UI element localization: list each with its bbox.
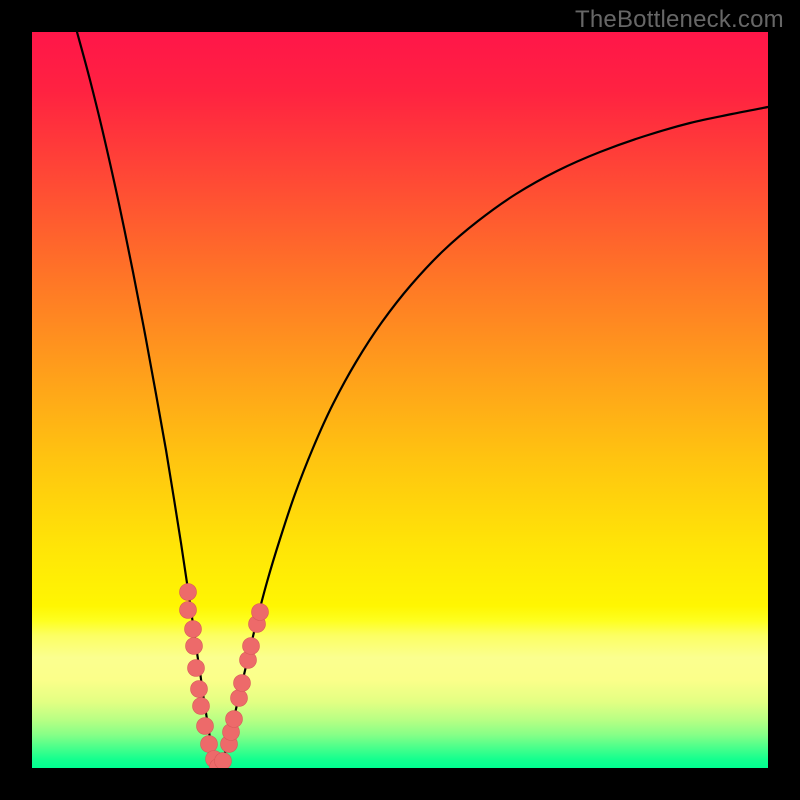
marker-dot [197,718,214,735]
marker-dot [186,638,203,655]
plot-area [32,32,768,768]
marker-dot [188,660,205,677]
marker-dot [185,621,202,638]
marker-dot [193,698,210,715]
watermark-text: TheBottleneck.com [575,6,784,34]
marker-dot [252,604,269,621]
marker-dot [201,736,218,753]
marker-dot [180,602,197,619]
curves-layer [32,32,768,768]
marker-group [180,584,269,769]
marker-dot [215,753,232,769]
left-curve [77,32,218,767]
marker-dot [191,681,208,698]
marker-dot [180,584,197,601]
right-curve [218,107,768,767]
marker-dot [243,638,260,655]
marker-dot [226,711,243,728]
marker-dot [234,675,251,692]
marker-dot [231,690,248,707]
